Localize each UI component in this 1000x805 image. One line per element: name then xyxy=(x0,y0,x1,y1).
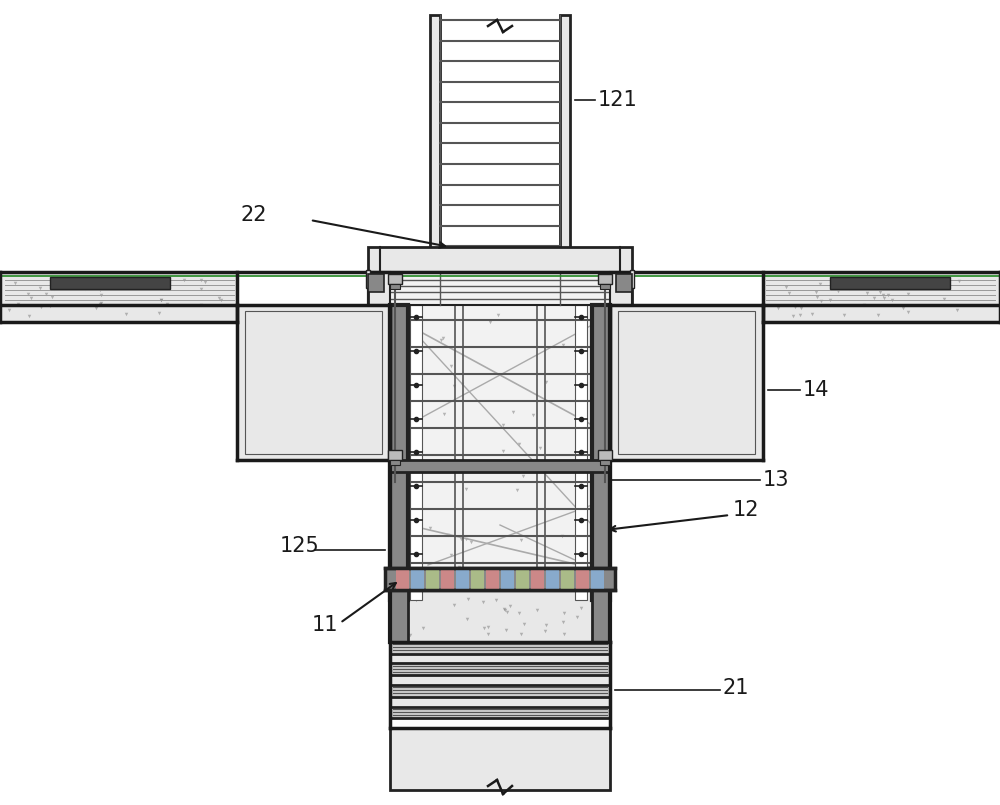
Bar xyxy=(763,305,1000,322)
Bar xyxy=(388,274,402,284)
Bar xyxy=(390,590,408,642)
Bar xyxy=(0,305,237,322)
Bar xyxy=(395,590,605,642)
Bar xyxy=(486,569,499,589)
Bar xyxy=(501,569,514,589)
Bar xyxy=(456,569,469,589)
Bar xyxy=(408,305,592,600)
Bar xyxy=(531,569,544,589)
Bar xyxy=(616,274,632,292)
Bar xyxy=(390,284,400,289)
Bar xyxy=(390,675,610,685)
Bar xyxy=(598,274,612,284)
Bar xyxy=(426,569,439,589)
Bar xyxy=(430,15,570,272)
Bar xyxy=(441,569,454,589)
Bar xyxy=(237,305,390,460)
Bar xyxy=(610,305,763,460)
Bar xyxy=(395,728,605,790)
Bar xyxy=(390,707,610,718)
Bar xyxy=(385,568,615,590)
Bar xyxy=(763,272,1000,305)
Bar xyxy=(630,270,634,288)
Text: 14: 14 xyxy=(803,380,830,400)
Text: 22: 22 xyxy=(240,205,266,225)
Bar xyxy=(575,305,587,600)
Bar xyxy=(561,569,574,589)
Bar xyxy=(245,311,382,454)
Text: 12: 12 xyxy=(733,500,760,520)
Bar xyxy=(610,305,763,460)
Bar xyxy=(237,305,390,460)
Bar xyxy=(368,247,632,272)
Bar xyxy=(411,569,424,589)
Bar xyxy=(368,272,390,305)
Bar xyxy=(390,663,610,675)
Bar xyxy=(430,15,440,272)
Bar xyxy=(592,590,610,642)
Bar xyxy=(390,642,610,654)
Bar xyxy=(471,569,484,589)
Bar xyxy=(368,272,632,305)
Text: 11: 11 xyxy=(312,615,338,635)
Text: 121: 121 xyxy=(598,90,638,110)
Bar xyxy=(618,311,755,454)
Bar xyxy=(390,460,610,472)
Bar xyxy=(390,305,408,600)
Text: 125: 125 xyxy=(280,536,320,556)
Bar xyxy=(368,274,384,292)
Bar xyxy=(592,305,610,600)
Bar xyxy=(576,569,589,589)
Text: 13: 13 xyxy=(763,470,790,490)
Bar xyxy=(600,284,610,289)
Bar xyxy=(396,569,409,589)
Bar xyxy=(390,728,610,790)
Bar xyxy=(591,569,604,589)
Bar xyxy=(546,569,559,589)
Bar xyxy=(610,272,632,305)
Bar xyxy=(388,450,402,460)
Bar xyxy=(0,272,237,305)
Bar xyxy=(410,305,422,600)
Bar xyxy=(390,460,400,465)
Bar xyxy=(560,15,570,272)
Bar xyxy=(516,569,529,589)
Bar xyxy=(390,685,610,697)
Text: 21: 21 xyxy=(723,678,750,698)
Bar xyxy=(390,654,610,663)
Bar xyxy=(366,270,370,288)
Bar xyxy=(600,460,610,465)
Bar xyxy=(598,450,612,460)
Bar xyxy=(390,697,610,707)
Bar xyxy=(830,277,950,289)
Bar xyxy=(50,277,170,289)
